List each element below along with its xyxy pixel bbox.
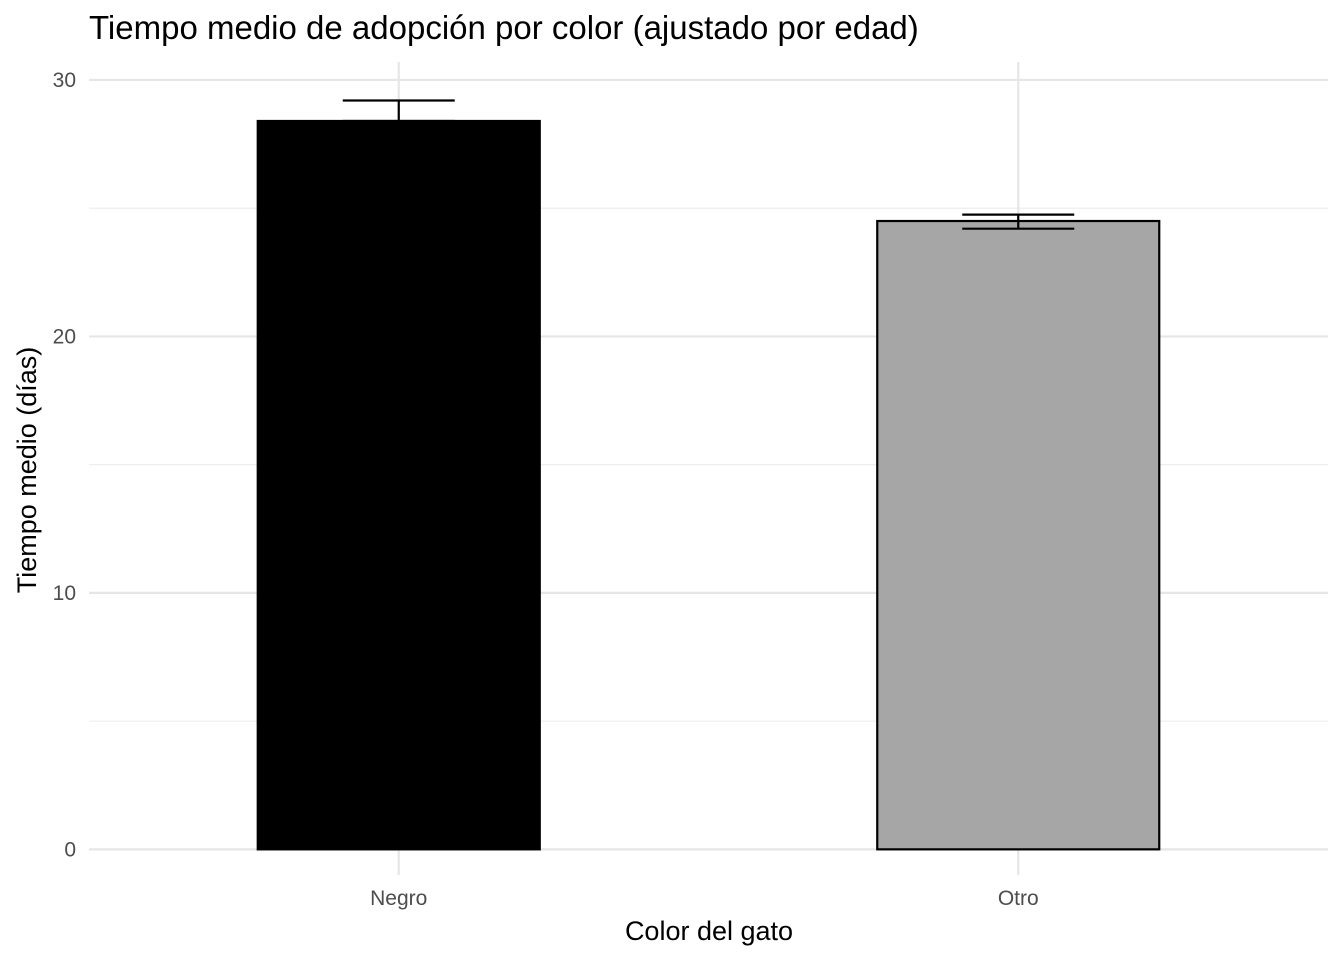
chart-title: Tiempo medio de adopción por color (ajus…: [89, 9, 919, 46]
error-bars: [342, 99, 1075, 230]
y-tick-label: 10: [53, 582, 76, 605]
y-tick-label: 30: [53, 69, 76, 92]
x-tick-labels: Negro Otro: [370, 887, 1039, 910]
y-tick-labels: 0 10 20 30: [53, 69, 76, 861]
bar-negro: [256, 119, 541, 851]
x-axis-title: Color del gato: [625, 916, 793, 946]
y-axis-title: Tiempo medio (días): [12, 347, 42, 594]
y-tick-label: 0: [64, 838, 76, 861]
bar-otro: [876, 219, 1161, 851]
x-tick-label: Otro: [998, 887, 1039, 910]
y-tick-label: 20: [53, 325, 76, 348]
x-tick-label: Negro: [370, 887, 427, 910]
bars: [256, 119, 1161, 851]
